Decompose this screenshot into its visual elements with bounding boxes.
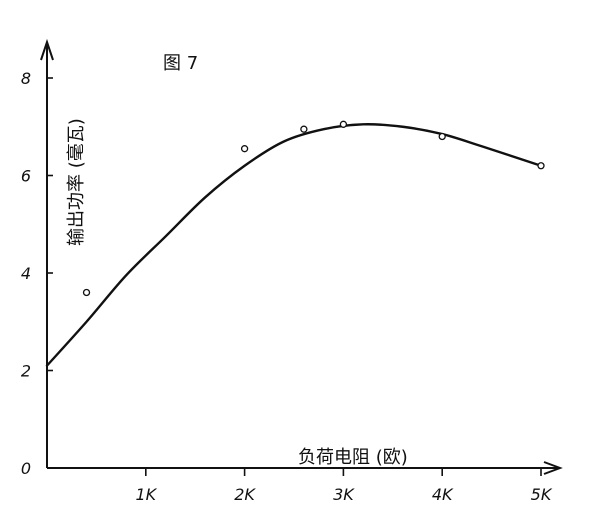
x-axis-arrow xyxy=(543,461,563,475)
data-point-marker xyxy=(300,125,308,133)
data-point-marker xyxy=(438,132,446,141)
series-line xyxy=(45,123,543,367)
chart-title: 图 7 xyxy=(163,53,198,74)
data-point-marker xyxy=(82,288,91,297)
y-tick-label: 8 xyxy=(21,69,31,88)
axes xyxy=(40,38,563,475)
x-axis-label: 负荷电阻 (欧) xyxy=(298,447,408,468)
x-tick-label: 5K xyxy=(531,485,553,504)
y-ticks: 0 2 4 6 8 xyxy=(21,69,53,478)
x-ticks: 1K 2K 3K 4K 5K xyxy=(135,468,553,504)
x-tick-label: 1K xyxy=(135,485,157,504)
y-tick-label: 0 xyxy=(21,459,31,478)
x-tick-label: 2K xyxy=(234,485,256,504)
x-tick-label: 4K xyxy=(432,485,454,504)
markers xyxy=(82,120,545,297)
y-axis-label: 输出功率 (毫瓦) xyxy=(66,118,87,246)
y-tick-label: 6 xyxy=(21,167,31,186)
y-tick-label: 4 xyxy=(21,264,31,283)
data-point-marker xyxy=(339,120,348,128)
y-tick-label: 2 xyxy=(21,362,31,381)
data-point-marker xyxy=(537,162,545,170)
data-point-marker xyxy=(240,145,249,153)
y-axis-arrow xyxy=(40,38,54,61)
title-group: 图 7 xyxy=(163,53,198,74)
x-tick-label: 3K xyxy=(333,485,355,504)
